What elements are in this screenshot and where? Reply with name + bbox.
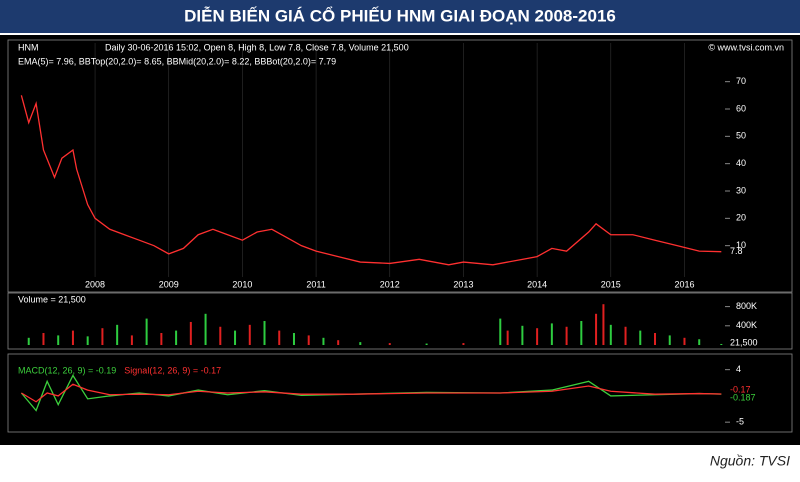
volume-bar [219, 326, 222, 345]
volume-bar [234, 330, 237, 345]
volume-bar [654, 333, 657, 345]
volume-bar [388, 343, 391, 345]
series-line [20, 95, 722, 266]
title-banner [0, 0, 800, 33]
volume-bar [248, 324, 251, 345]
volume-bar [609, 324, 612, 345]
end-label: -0.17 [730, 384, 751, 394]
y-tick-label: 50 [736, 131, 746, 141]
volume-bar [359, 342, 362, 345]
volume-bar [683, 337, 686, 345]
chart-background [0, 35, 800, 445]
y-tick-label: -5 [736, 417, 744, 427]
volume-bar [189, 321, 192, 345]
panel-label: Volume = 21,500 [18, 294, 86, 304]
info: Daily 30-06-2016 15:02, Open 8, High 8, … [105, 42, 409, 52]
y-tick-label: 40 [736, 158, 746, 168]
volume-bar [499, 318, 502, 345]
volume-bar [86, 336, 89, 345]
x-tick-label: 2014 [527, 279, 547, 289]
x-tick-label: 2015 [601, 279, 621, 289]
panel-border [7, 39, 793, 293]
volume-bar [263, 321, 266, 345]
volume-bar [580, 321, 583, 345]
volume-bar [175, 330, 178, 345]
volume-bar [521, 325, 524, 345]
y-tick-label: 70 [736, 76, 746, 86]
chart-title: DIỄN BIẾN GIÁ CỔ PHIẾU HNM GIAI ĐOẠN 200… [184, 6, 616, 25]
x-tick-label: 2009 [159, 279, 179, 289]
y-tick-label: 10 [736, 240, 746, 250]
legend-entry: MACD(12, 26, 9) = -0.19 [18, 365, 116, 375]
indicators: EMA(5)= 7.96, BBTop(20,2.0)= 8.65, BBMid… [18, 56, 336, 66]
volume-bar [101, 328, 104, 345]
volume-bar [307, 335, 310, 345]
volume-bar [337, 340, 340, 345]
legend-entry: Signal(12, 26, 9) = -0.17 [124, 365, 221, 375]
y-tick-label: 30 [736, 185, 746, 195]
volume-bar [668, 335, 671, 345]
y-tick-label: 800K [736, 301, 757, 311]
volume-bar [506, 330, 509, 345]
x-tick-label: 2011 [306, 279, 325, 289]
volume-bar [624, 326, 627, 345]
panel-border [7, 353, 793, 433]
series-line [21, 383, 722, 403]
volume-bar [565, 326, 568, 345]
volume-bar [595, 313, 598, 345]
symbol: HNM [18, 42, 39, 52]
volume-bar [698, 339, 701, 345]
copyright: © www.tvsi.com.vn [708, 42, 784, 52]
volume-bar [720, 343, 723, 345]
y-tick-label: 60 [736, 103, 746, 113]
x-tick-label: 2008 [85, 279, 105, 289]
volume-bar [27, 337, 30, 345]
panel-border [7, 292, 793, 350]
y-tick-label: 20 [736, 213, 746, 223]
volume-bar [292, 333, 295, 345]
source: Nguồn: TVSI [710, 453, 790, 469]
x-tick-label: 2016 [674, 279, 694, 289]
volume-bar [322, 337, 325, 345]
end-label: -0.187 [730, 392, 756, 402]
volume-bar [57, 335, 60, 345]
volume-bar [425, 343, 428, 345]
volume-bar [278, 330, 281, 345]
volume-bar [71, 330, 74, 345]
y-tick-label: 4 [736, 364, 741, 374]
volume-bar [116, 324, 119, 345]
volume-bar [204, 313, 207, 345]
volume-bar [550, 323, 553, 345]
volume-bar [462, 343, 465, 345]
volume-bar [639, 330, 642, 345]
volume-bar [602, 304, 605, 345]
y-tick-label: 400K [736, 320, 757, 330]
volume-bar [160, 333, 163, 345]
volume-bar [145, 318, 148, 345]
volume-bar [42, 333, 45, 345]
end-label: 7.8 [730, 246, 743, 256]
end-label: 21,500 [730, 337, 758, 347]
volume-bar [130, 335, 133, 345]
x-tick-label: 2013 [453, 279, 473, 289]
x-tick-label: 2012 [380, 279, 400, 289]
x-tick-label: 2010 [232, 279, 252, 289]
volume-bar [536, 328, 539, 345]
